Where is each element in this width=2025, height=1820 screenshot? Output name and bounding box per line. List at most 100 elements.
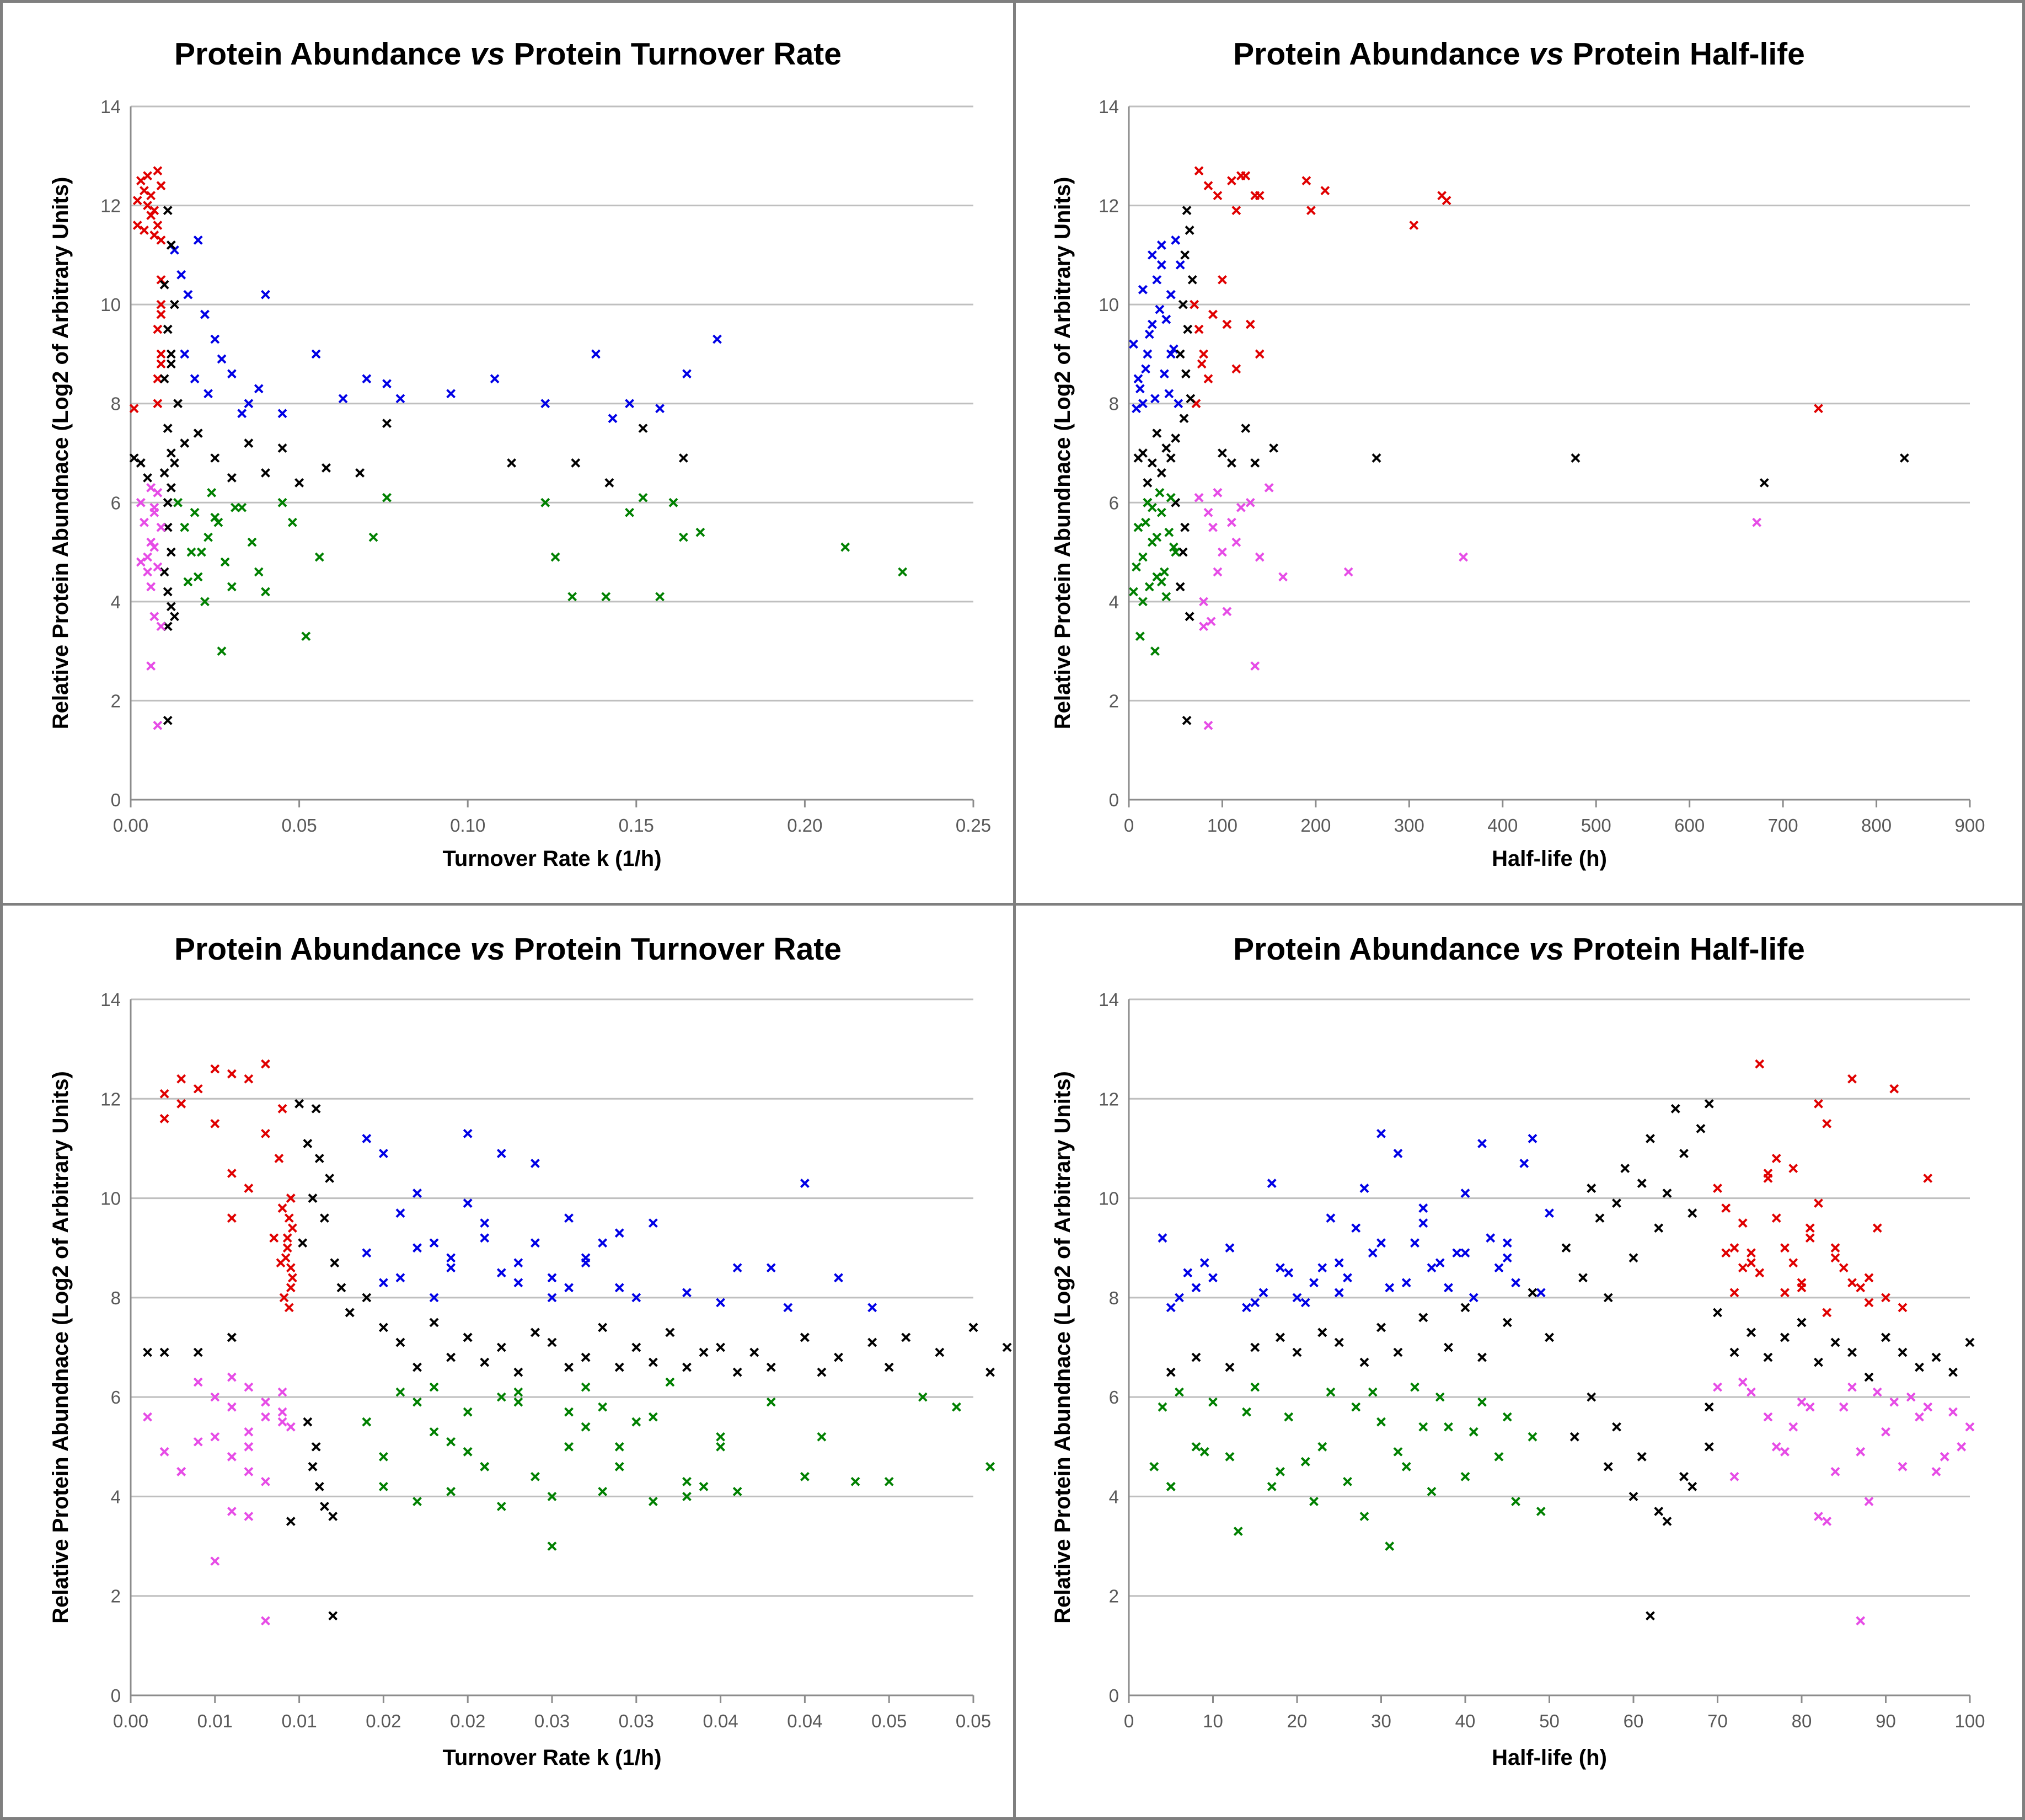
data-point-green [564,1442,574,1452]
data-point-red [1847,1074,1857,1084]
data-point-green [1161,592,1171,602]
data-point-red [261,1128,270,1138]
data-point-green [1152,532,1162,542]
data-point-green [800,1471,810,1481]
data-point-black [314,1481,324,1491]
data-point-magenta [149,612,159,622]
data-point-red [1830,1243,1840,1253]
data-point-red [140,226,149,235]
data-point-blue [1435,1258,1445,1268]
data-point-green [1150,646,1160,656]
data-point-blue [1155,304,1165,314]
data-point-blue [1175,1293,1184,1303]
y-tick-label: 6 [1109,493,1119,513]
data-point-black [1603,1293,1613,1303]
data-point-blue [1343,1273,1352,1283]
data-point-magenta [1713,1382,1722,1392]
data-point-black [1372,453,1381,463]
data-point-red [282,1233,292,1243]
data-point-green [237,502,247,512]
data-point-red [1226,176,1236,186]
data-point-red [1306,206,1316,215]
data-point-green [261,587,270,597]
data-point-black [1183,324,1193,334]
data-point-magenta [143,552,152,562]
data-point-black [1898,1347,1908,1357]
data-point-green [1135,631,1145,641]
data-point-black [463,1332,473,1342]
data-point-green [446,1437,456,1447]
data-point-blue [395,1208,405,1218]
data-point-red [1208,309,1218,319]
x-tick-label: 0.05 [281,815,317,836]
data-point-red [156,309,166,319]
data-point-blue [800,1179,810,1188]
data-point-red [286,1283,296,1293]
data-point-red [156,299,166,309]
data-point-red [146,191,156,201]
x-tick-label: 70 [1707,1711,1728,1731]
data-point-green [1359,1512,1369,1521]
data-point-red [153,324,163,334]
scatter-plot-2: 0 2 4 6 8 10 12 14 0 100 200 300 400 500 600 700 800 900 H… [1051,97,1985,871]
data-point-magenta [1948,1407,1958,1417]
data-point-blue [1183,1268,1193,1278]
data-point-blue [1460,1248,1470,1258]
data-point-magenta [136,497,146,507]
data-point-black [1269,443,1279,453]
data-point-green [210,512,220,522]
x-tick-label: 0.01 [197,1711,233,1731]
data-point-red [193,1084,203,1094]
data-point-black [1241,424,1251,433]
data-point-green [1149,1462,1159,1471]
data-point-black [665,1327,675,1337]
data-point-blue [203,389,213,399]
data-point-black [1662,1517,1672,1526]
data-point-blue [614,1228,624,1238]
data-point-green [1141,517,1150,527]
y-tick-label: 14 [100,989,121,1010]
data-point-magenta [1459,552,1469,562]
data-point-blue [1418,1218,1428,1228]
data-point-black [308,1462,318,1471]
panel-bottom-right: Protein Abundance vs Protein Half-life 0… [1013,903,2025,1820]
data-point-red [1805,1233,1815,1243]
data-point-red [284,1213,294,1223]
data-point-black [395,1337,405,1347]
data-point-blue [1164,389,1174,399]
data-point-magenta [1923,1402,1933,1412]
data-point-black [378,1323,388,1332]
data-point-black [1612,1422,1621,1432]
data-point-green [362,1417,372,1427]
data-point-red [1194,324,1204,334]
data-point-black [480,1357,490,1367]
x-tick-label: 40 [1455,1711,1476,1731]
data-point-black [1587,1392,1597,1402]
data-point-magenta [1957,1442,1967,1452]
data-point-red [1231,364,1241,374]
data-point-black [1226,458,1236,468]
x-tick-label: 0 [1124,815,1134,836]
data-point-black [143,473,152,483]
data-point-magenta [1940,1452,1949,1462]
data-point-black [682,1362,692,1372]
data-point-magenta [140,517,149,527]
data-point-magenta [153,720,163,730]
data-point-blue [395,1273,405,1283]
data-point-blue [378,1149,388,1158]
data-point-green [1158,1402,1167,1412]
data-point-magenta [1931,1466,1941,1476]
data-point-red [1255,191,1265,201]
chart-title: Protein Abundance vs Protein Half-life [1233,36,1805,72]
data-point-black [1502,1318,1512,1327]
data-point-red [149,231,159,240]
data-point-magenta [1780,1447,1790,1457]
data-point-black [1156,468,1166,478]
data-point-black [261,468,270,478]
y-tick-label: 8 [111,1288,121,1308]
data-point-red [176,1099,186,1109]
data-point-red [1213,191,1223,201]
data-point-red [156,275,166,285]
data-point-black [1152,429,1162,438]
data-point-blue [446,1263,456,1273]
